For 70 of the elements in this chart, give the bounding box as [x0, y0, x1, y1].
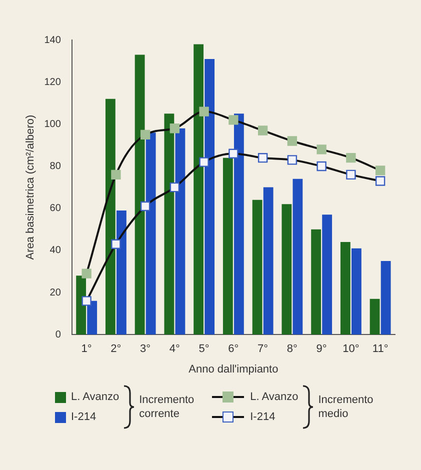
- legend-label: L. Avanzo: [250, 391, 298, 403]
- x-tick-label: 8°: [286, 343, 298, 356]
- point: [316, 144, 326, 154]
- y-tick-label: 40: [50, 245, 62, 256]
- x-axis-title: Anno dall'impianto: [188, 363, 278, 376]
- bar: [340, 242, 350, 335]
- y-tick-label: 100: [44, 118, 62, 130]
- point: [258, 153, 268, 163]
- point: [287, 136, 298, 146]
- point: [199, 106, 209, 116]
- point: [375, 166, 386, 176]
- bar: [134, 54, 145, 335]
- bar: [380, 260, 391, 335]
- point: [287, 155, 298, 165]
- bar: [263, 187, 274, 335]
- point: [140, 130, 150, 140]
- point: [82, 268, 92, 278]
- point: [170, 124, 180, 134]
- bar: [105, 98, 116, 335]
- y-tick-label: 120: [44, 76, 62, 88]
- point: [346, 153, 356, 163]
- bar: [351, 248, 362, 335]
- y-tick-label: 60: [50, 203, 62, 214]
- bar: [370, 298, 380, 335]
- x-tick-label: 10°: [342, 343, 360, 356]
- bar: [322, 214, 332, 335]
- y-tick-label: 20: [50, 287, 62, 298]
- bar: [222, 158, 233, 335]
- y-tick-label: 80: [50, 161, 62, 172]
- y-tick-label: 140: [44, 34, 62, 46]
- x-tick-label: 9°: [316, 343, 327, 356]
- point: [228, 148, 238, 158]
- point: [316, 161, 326, 172]
- x-tick-label: 6°: [228, 343, 239, 356]
- bar: [292, 178, 303, 335]
- y-axis-title: Area basimetrica (cm²/albero): [24, 114, 37, 260]
- point: [258, 126, 268, 136]
- bar: [234, 114, 244, 335]
- x-tick-label: 5°: [198, 343, 210, 356]
- point: [199, 157, 209, 167]
- y-tick-label: 0: [55, 329, 62, 340]
- point: [170, 182, 180, 192]
- x-tick-label: 1°: [81, 343, 92, 356]
- legend-label: I-214: [250, 411, 276, 423]
- legend-label: I-214: [71, 411, 96, 423]
- bar: [282, 204, 292, 335]
- point: [82, 296, 92, 306]
- point: [228, 115, 238, 125]
- bar: [194, 44, 204, 335]
- point: [375, 176, 386, 186]
- point: [111, 170, 121, 180]
- x-tick-label: 7°: [258, 343, 268, 356]
- text: Incremento medio: [318, 393, 374, 421]
- bar: [164, 114, 174, 335]
- x-tick-label: 2°: [110, 343, 122, 356]
- bar: [116, 210, 126, 335]
- bar: [204, 58, 215, 335]
- bar: [175, 128, 186, 335]
- point: [111, 239, 121, 249]
- x-tick-label: 3°: [140, 343, 151, 356]
- bar: [87, 300, 98, 335]
- x-tick-label: 4°: [169, 343, 180, 356]
- bar: [252, 200, 262, 335]
- bar: [146, 132, 156, 335]
- text: Incremento corrente: [139, 393, 196, 421]
- bar: [311, 229, 322, 335]
- legend-label: L. Avanzo: [71, 391, 120, 403]
- point: [140, 201, 150, 212]
- x-tick-label: 11°: [372, 343, 388, 356]
- point: [346, 170, 356, 180]
